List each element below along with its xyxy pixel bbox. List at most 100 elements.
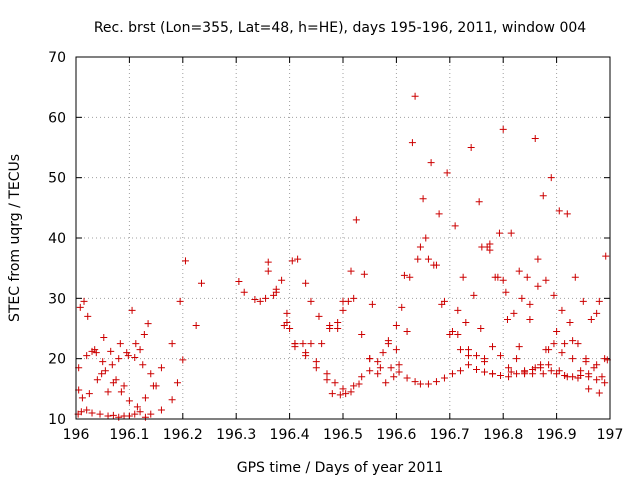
data-point — [112, 376, 120, 384]
data-point — [518, 294, 526, 302]
x-tick-labels: 196 196.1 196.2 196.3 196.4 196.5 196.6 196.7 19… — [63, 427, 624, 443]
data-point — [283, 309, 291, 317]
data-point — [558, 349, 566, 357]
data-point — [291, 343, 299, 351]
data-point — [262, 294, 270, 302]
data-point — [411, 92, 419, 100]
data-point — [547, 174, 555, 182]
data-point — [582, 358, 590, 366]
data-point — [83, 406, 91, 414]
data-point — [350, 382, 358, 390]
data-point — [342, 390, 350, 398]
data-point — [108, 361, 116, 369]
data-point — [192, 321, 200, 329]
y-tick-labels: 10 20 30 40 50 60 70 — [48, 50, 66, 428]
data-point — [395, 361, 403, 369]
data-point — [451, 222, 459, 230]
data-point — [360, 270, 368, 278]
data-point — [326, 325, 334, 332]
x-tick-label: 196.1 — [109, 427, 149, 443]
data-point — [515, 343, 523, 351]
data-point — [601, 379, 609, 387]
data-point — [80, 297, 88, 305]
data-point — [115, 413, 123, 421]
data-point — [495, 229, 503, 237]
data-point — [456, 346, 464, 354]
data-point — [168, 340, 176, 348]
data-point — [374, 370, 382, 378]
data-point — [395, 368, 403, 376]
data-point — [264, 267, 272, 275]
x-tick-label: 196.2 — [163, 427, 203, 443]
data-point — [507, 229, 515, 237]
data-point — [96, 410, 104, 418]
data-point — [477, 325, 485, 332]
data-points — [74, 92, 611, 421]
data-point — [331, 379, 339, 387]
data-point — [585, 385, 593, 393]
data-point — [503, 315, 511, 323]
data-point — [440, 374, 448, 382]
data-point — [92, 349, 100, 357]
x-tick-label: 196.5 — [323, 427, 363, 443]
data-point — [302, 279, 310, 287]
data-point — [499, 125, 507, 133]
data-point — [392, 321, 400, 329]
data-point — [566, 318, 574, 326]
data-point — [128, 306, 136, 314]
data-point — [486, 246, 494, 254]
data-point — [523, 273, 531, 281]
data-point — [499, 276, 507, 284]
y-tick-label: 50 — [48, 171, 66, 187]
data-point — [456, 367, 464, 375]
data-point — [464, 352, 472, 360]
data-point — [563, 373, 571, 381]
data-point — [152, 382, 160, 390]
x-tick-label: 196.3 — [216, 427, 256, 443]
data-point — [101, 367, 109, 375]
data-point — [376, 364, 384, 372]
data-point — [280, 321, 288, 329]
data-point — [497, 352, 505, 360]
data-point — [502, 288, 510, 296]
data-point — [574, 374, 582, 382]
data-point — [473, 366, 480, 374]
data-point — [355, 380, 363, 388]
data-point — [427, 159, 435, 167]
data-point — [115, 355, 123, 363]
data-point — [550, 291, 558, 299]
chart-title: Rec. brst (Lon=355, Lat=48, h=HE), days … — [94, 20, 586, 36]
data-point — [440, 297, 448, 305]
data-point — [132, 340, 140, 348]
data-point — [98, 370, 106, 378]
data-point — [563, 210, 571, 218]
data-point — [141, 394, 149, 402]
data-point — [432, 378, 440, 386]
data-point — [550, 340, 558, 348]
data-point — [510, 309, 518, 317]
data-point — [179, 356, 187, 364]
data-point — [443, 169, 451, 177]
data-point — [497, 372, 505, 380]
data-point — [157, 364, 165, 372]
data-point — [534, 255, 542, 263]
y-tick-label: 60 — [48, 110, 66, 126]
data-point — [515, 267, 523, 275]
data-point — [595, 389, 603, 397]
data-point — [531, 364, 539, 372]
data-point — [251, 296, 259, 304]
data-point — [131, 410, 139, 418]
data-point — [272, 285, 280, 293]
data-point — [124, 352, 132, 360]
data-point — [307, 340, 315, 348]
data-point — [168, 396, 176, 404]
data-point — [339, 306, 347, 314]
data-point — [403, 374, 411, 382]
plot-frame — [75, 56, 611, 420]
data-point — [312, 358, 320, 366]
data-point — [542, 276, 550, 284]
data-point — [531, 134, 539, 142]
data-point — [462, 318, 470, 326]
data-point — [328, 390, 336, 398]
data-point — [256, 297, 264, 305]
